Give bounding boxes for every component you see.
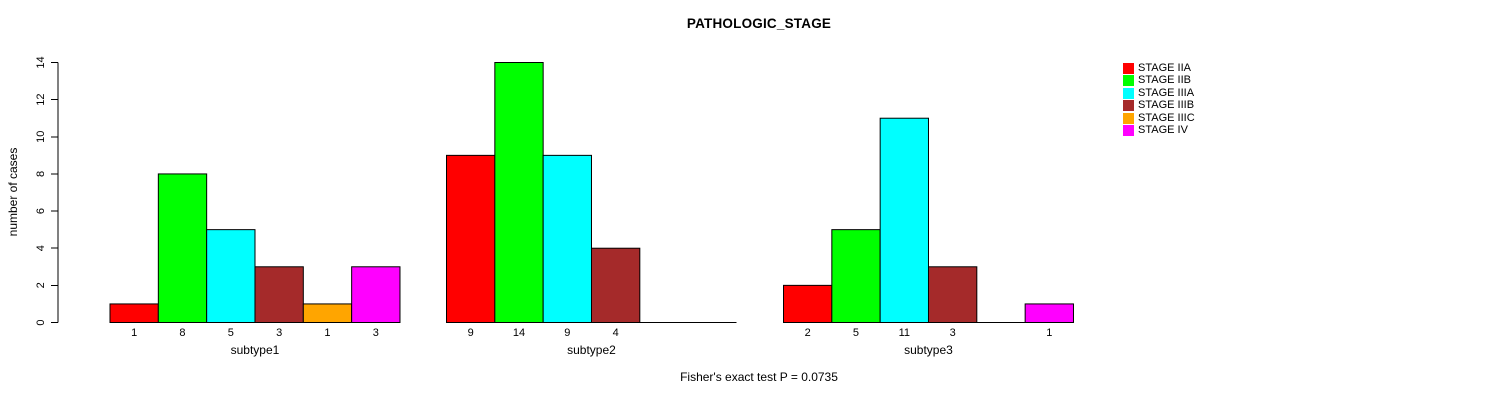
legend-item: STAGE IIB bbox=[1123, 75, 1195, 88]
fisher-test-annotation: Fisher's exact test P = 0.0735 bbox=[680, 370, 838, 384]
legend-label: STAGE IIIC bbox=[1138, 111, 1195, 124]
bar-value-label: 11 bbox=[899, 327, 910, 339]
bar bbox=[351, 266, 401, 323]
bar-value-label: 3 bbox=[950, 327, 956, 339]
category-label: subtype1 bbox=[231, 343, 280, 357]
y-tick-label: 8 bbox=[35, 171, 47, 177]
bar bbox=[831, 229, 881, 323]
legend-label: STAGE IIA bbox=[1138, 61, 1191, 74]
y-tick-label: 0 bbox=[35, 319, 47, 325]
chart-title: PATHOLOGIC_STAGE bbox=[686, 16, 832, 31]
bar bbox=[590, 247, 641, 323]
bar bbox=[446, 154, 496, 323]
category-label: subtype2 bbox=[567, 343, 616, 357]
bar bbox=[879, 117, 929, 324]
bar-value-label: 1 bbox=[131, 327, 137, 339]
bar-value-label: 5 bbox=[853, 327, 859, 339]
bar bbox=[109, 303, 159, 323]
legend-item: STAGE IIIC bbox=[1123, 112, 1195, 125]
bar bbox=[157, 173, 208, 323]
bar bbox=[302, 303, 353, 323]
bar-value-label: 2 bbox=[805, 327, 811, 339]
bar-value-label: 14 bbox=[513, 327, 525, 339]
legend-swatch bbox=[1123, 112, 1134, 124]
bar-value-label: 3 bbox=[276, 327, 282, 339]
bar bbox=[783, 284, 833, 324]
bar-value-label: 8 bbox=[179, 327, 185, 339]
legend-swatch bbox=[1123, 125, 1134, 137]
legend-swatch bbox=[1123, 87, 1134, 99]
legend-swatch bbox=[1123, 100, 1134, 112]
legend-label: STAGE IIB bbox=[1138, 74, 1191, 87]
legend-swatch bbox=[1123, 62, 1134, 74]
legend: STAGE IIA STAGE IIB STAGE IIIA STAGE IIIB ST… bbox=[1123, 62, 1195, 137]
bar bbox=[542, 154, 592, 323]
bar-value-label: 9 bbox=[468, 327, 474, 339]
legend-label: STAGE IIIB bbox=[1138, 99, 1195, 112]
bar-value-label: 5 bbox=[228, 327, 234, 339]
bar-value-label: 4 bbox=[613, 327, 619, 339]
y-tick-label: 12 bbox=[35, 94, 47, 106]
y-tick-label: 14 bbox=[35, 56, 47, 68]
bar bbox=[206, 229, 256, 323]
legend-item: STAGE IIA bbox=[1123, 62, 1195, 75]
bar bbox=[494, 62, 544, 323]
y-axis-label: number of cases bbox=[6, 147, 20, 237]
bar bbox=[254, 266, 304, 323]
legend-item: STAGE IV bbox=[1123, 125, 1195, 138]
bar-value-label: 1 bbox=[324, 327, 330, 339]
y-tick-label: 10 bbox=[35, 131, 47, 143]
y-tick-label: 2 bbox=[35, 282, 47, 288]
bar-value-label: 1 bbox=[1046, 327, 1052, 339]
legend-label: STAGE IIIA bbox=[1138, 86, 1195, 99]
bar-value-label: 9 bbox=[564, 327, 570, 339]
y-tick-label: 6 bbox=[35, 208, 47, 214]
legend-label: STAGE IV bbox=[1138, 124, 1188, 137]
bar bbox=[1024, 303, 1074, 323]
category-label: subtype3 bbox=[904, 343, 953, 357]
bar-value-label: 3 bbox=[373, 327, 379, 339]
legend-item: STAGE IIIB bbox=[1123, 100, 1195, 113]
legend-item: STAGE IIIA bbox=[1123, 87, 1195, 100]
bar bbox=[927, 266, 978, 323]
legend-swatch bbox=[1123, 75, 1134, 87]
y-tick-label: 4 bbox=[35, 245, 47, 251]
